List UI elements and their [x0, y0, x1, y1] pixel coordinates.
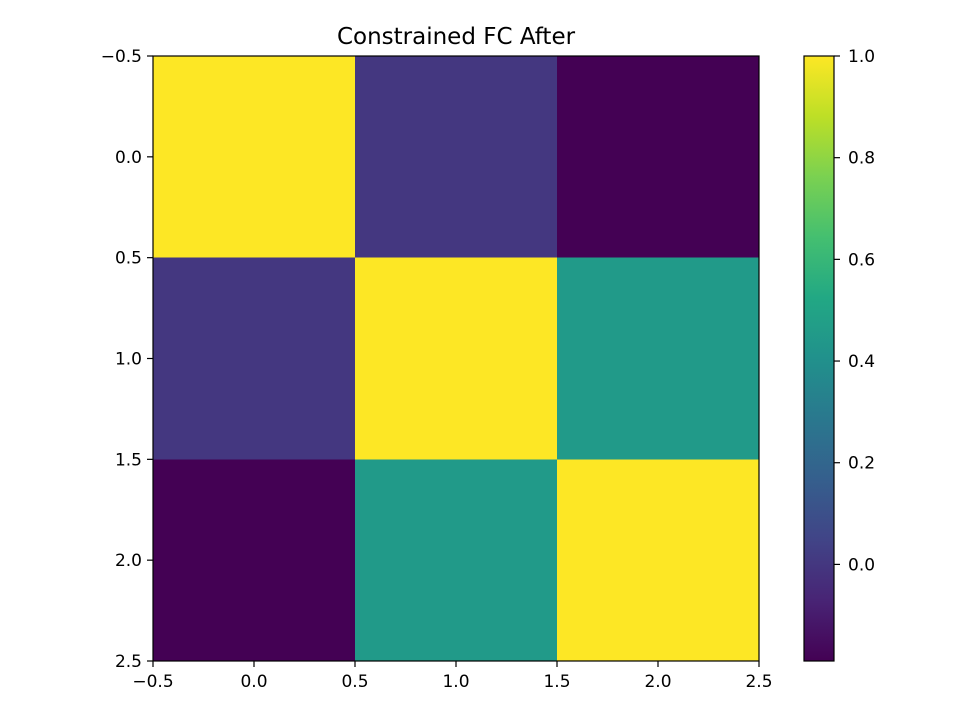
y-tick-label: 0.0: [115, 148, 142, 168]
heatmap-cell-r2-c1: [355, 459, 557, 661]
x-tick-label: 2.0: [644, 672, 671, 692]
chart-title: Constrained FC After: [337, 24, 576, 50]
colorbar-tick-label: 1.0: [848, 47, 875, 67]
colorbar-tick-label: 0.2: [848, 454, 875, 474]
colorbar-tick-label: 0.8: [848, 149, 875, 169]
heatmap-cell-r1-c2: [557, 257, 759, 460]
colorbar-frame: [803, 55, 835, 662]
heatmap-cell-r1-c0: [153, 257, 355, 460]
heatmap-cell-r0-c1: [355, 56, 557, 258]
x-axis: −0.5 0.0 0.5 1.0 1.5 2.0 2.5: [132, 661, 773, 692]
colorbar: 0.0 0.2 0.4 0.6 0.8 1.0: [803, 47, 875, 662]
heatmap-cell-r1-c1: [355, 257, 557, 460]
y-axis: −0.5 0.0 0.5 1.0 1.5 2.0 2.5: [101, 47, 153, 672]
heatmap-cell-r0-c0: [153, 56, 355, 258]
colorbar-tick-label: 0.6: [848, 250, 875, 270]
y-tick-label: −0.5: [101, 47, 142, 67]
heatmap-cells: [153, 56, 759, 661]
heatmap-cell-r0-c2: [557, 56, 759, 258]
x-tick-label: 0.5: [341, 672, 368, 692]
x-tick-label: 1.5: [543, 672, 570, 692]
colorbar-gradient: [804, 56, 834, 661]
x-tick-label: 0.0: [240, 672, 267, 692]
x-tick-label: −0.5: [132, 672, 173, 692]
colorbar-tick-label: 0.4: [848, 352, 875, 372]
heatmap-cell-r2-c0: [153, 459, 355, 661]
y-tick-label: 2.0: [115, 551, 142, 571]
y-tick-label: 0.5: [115, 249, 142, 269]
heatmap-cell-r2-c2: [557, 459, 759, 661]
x-tick-label: 1.0: [442, 672, 469, 692]
y-tick-label: 1.0: [115, 350, 142, 370]
x-tick-label: 2.5: [745, 672, 772, 692]
y-tick-label: 2.5: [115, 652, 142, 672]
colorbar-tick-label: 0.0: [848, 555, 875, 575]
y-tick-label: 1.5: [115, 450, 142, 470]
